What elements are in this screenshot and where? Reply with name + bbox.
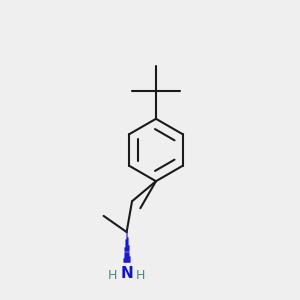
Text: H: H xyxy=(108,269,117,282)
Text: N: N xyxy=(120,266,133,281)
Text: H: H xyxy=(136,269,146,282)
